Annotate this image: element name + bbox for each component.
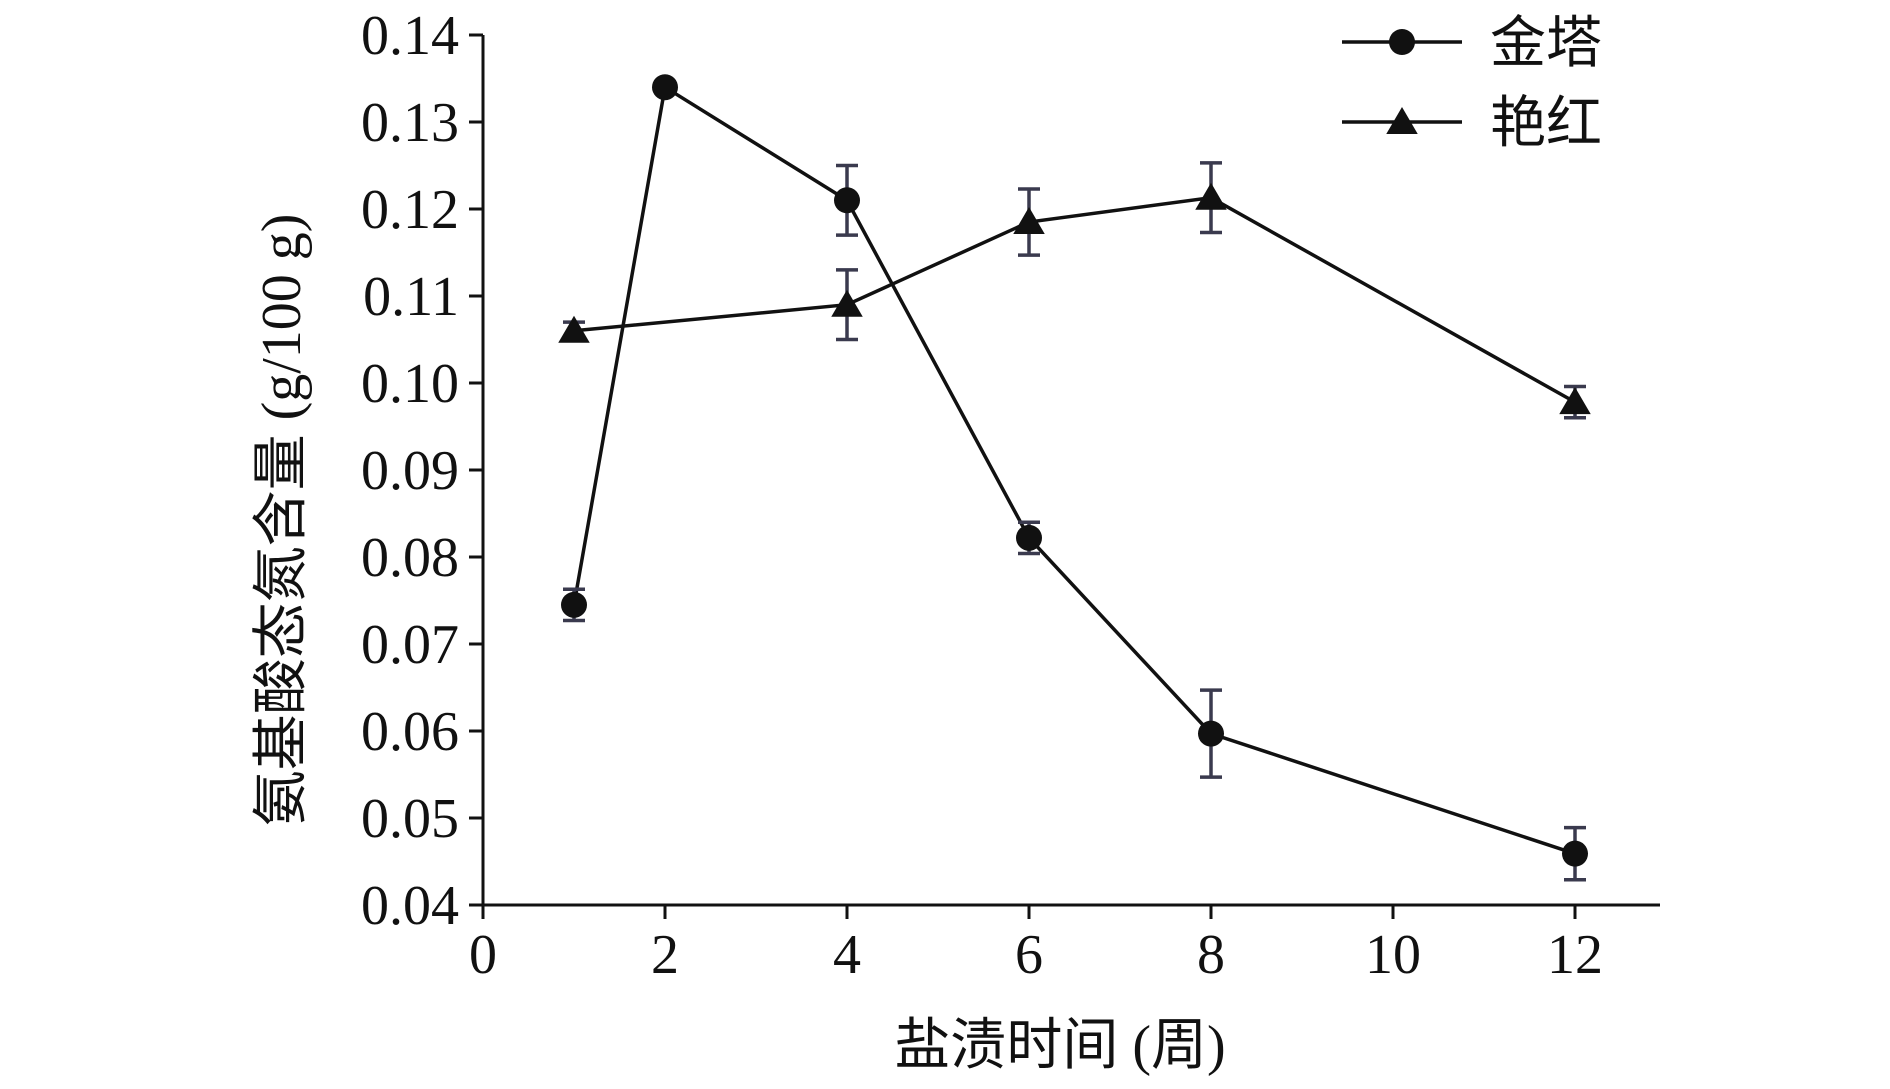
x-tick-label: 0	[469, 924, 497, 986]
y-tick-label: 0.13	[361, 92, 459, 154]
y-tick-label: 0.10	[361, 353, 459, 415]
y-tick-label: 0.07	[361, 614, 459, 676]
x-tick-label: 10	[1365, 924, 1421, 986]
data-point	[831, 289, 863, 317]
data-point	[1195, 182, 1227, 210]
x-tick-label: 2	[651, 924, 679, 986]
y-tick-label: 0.11	[363, 266, 459, 328]
data-point	[834, 187, 860, 214]
y-tick-label: 0.14	[361, 5, 459, 67]
x-axis-title: 盐渍时间 (周)	[894, 1015, 1225, 1077]
x-tick-label: 12	[1547, 924, 1603, 986]
legend-item-2: 艳红	[1342, 93, 1602, 155]
series-2	[558, 161, 1591, 420]
y-tick-label: 0.12	[361, 179, 459, 241]
data-point	[561, 591, 587, 618]
y-tick-label: 0.06	[361, 701, 459, 763]
data-point	[1559, 387, 1591, 415]
ticks: 0.04 0.05 0.06 0.07 0.08 0.09 0.10 0.11 0.12 0.13…	[361, 5, 1603, 986]
legend-marker	[1389, 29, 1415, 55]
y-tick-label: 0.09	[361, 440, 459, 502]
data-point	[1198, 720, 1224, 747]
x-tick-label: 4	[833, 924, 861, 986]
data-point	[1562, 840, 1588, 867]
legend-marker	[1386, 107, 1418, 134]
y-tick-label: 0.05	[361, 788, 459, 850]
legend-label: 艳红	[1490, 93, 1602, 155]
data-point	[652, 74, 678, 101]
series	[558, 74, 1591, 882]
data-point	[1016, 524, 1042, 551]
series-line	[572, 84, 1576, 856]
data-point	[558, 315, 590, 343]
legend-item-1: 金塔	[1342, 13, 1602, 75]
x-tick-label: 8	[1197, 924, 1225, 986]
data-point	[1013, 207, 1045, 235]
series-1	[561, 74, 1588, 882]
y-axis-title: 氨基酸态氮含量 (g/100 g)	[251, 214, 313, 827]
x-tick-label: 6	[1015, 924, 1043, 986]
legend-label: 金塔	[1490, 13, 1602, 75]
y-tick-label: 0.04	[361, 875, 459, 937]
axes	[481, 35, 1660, 907]
y-tick-label: 0.08	[361, 527, 459, 589]
series-line	[573, 195, 1576, 404]
